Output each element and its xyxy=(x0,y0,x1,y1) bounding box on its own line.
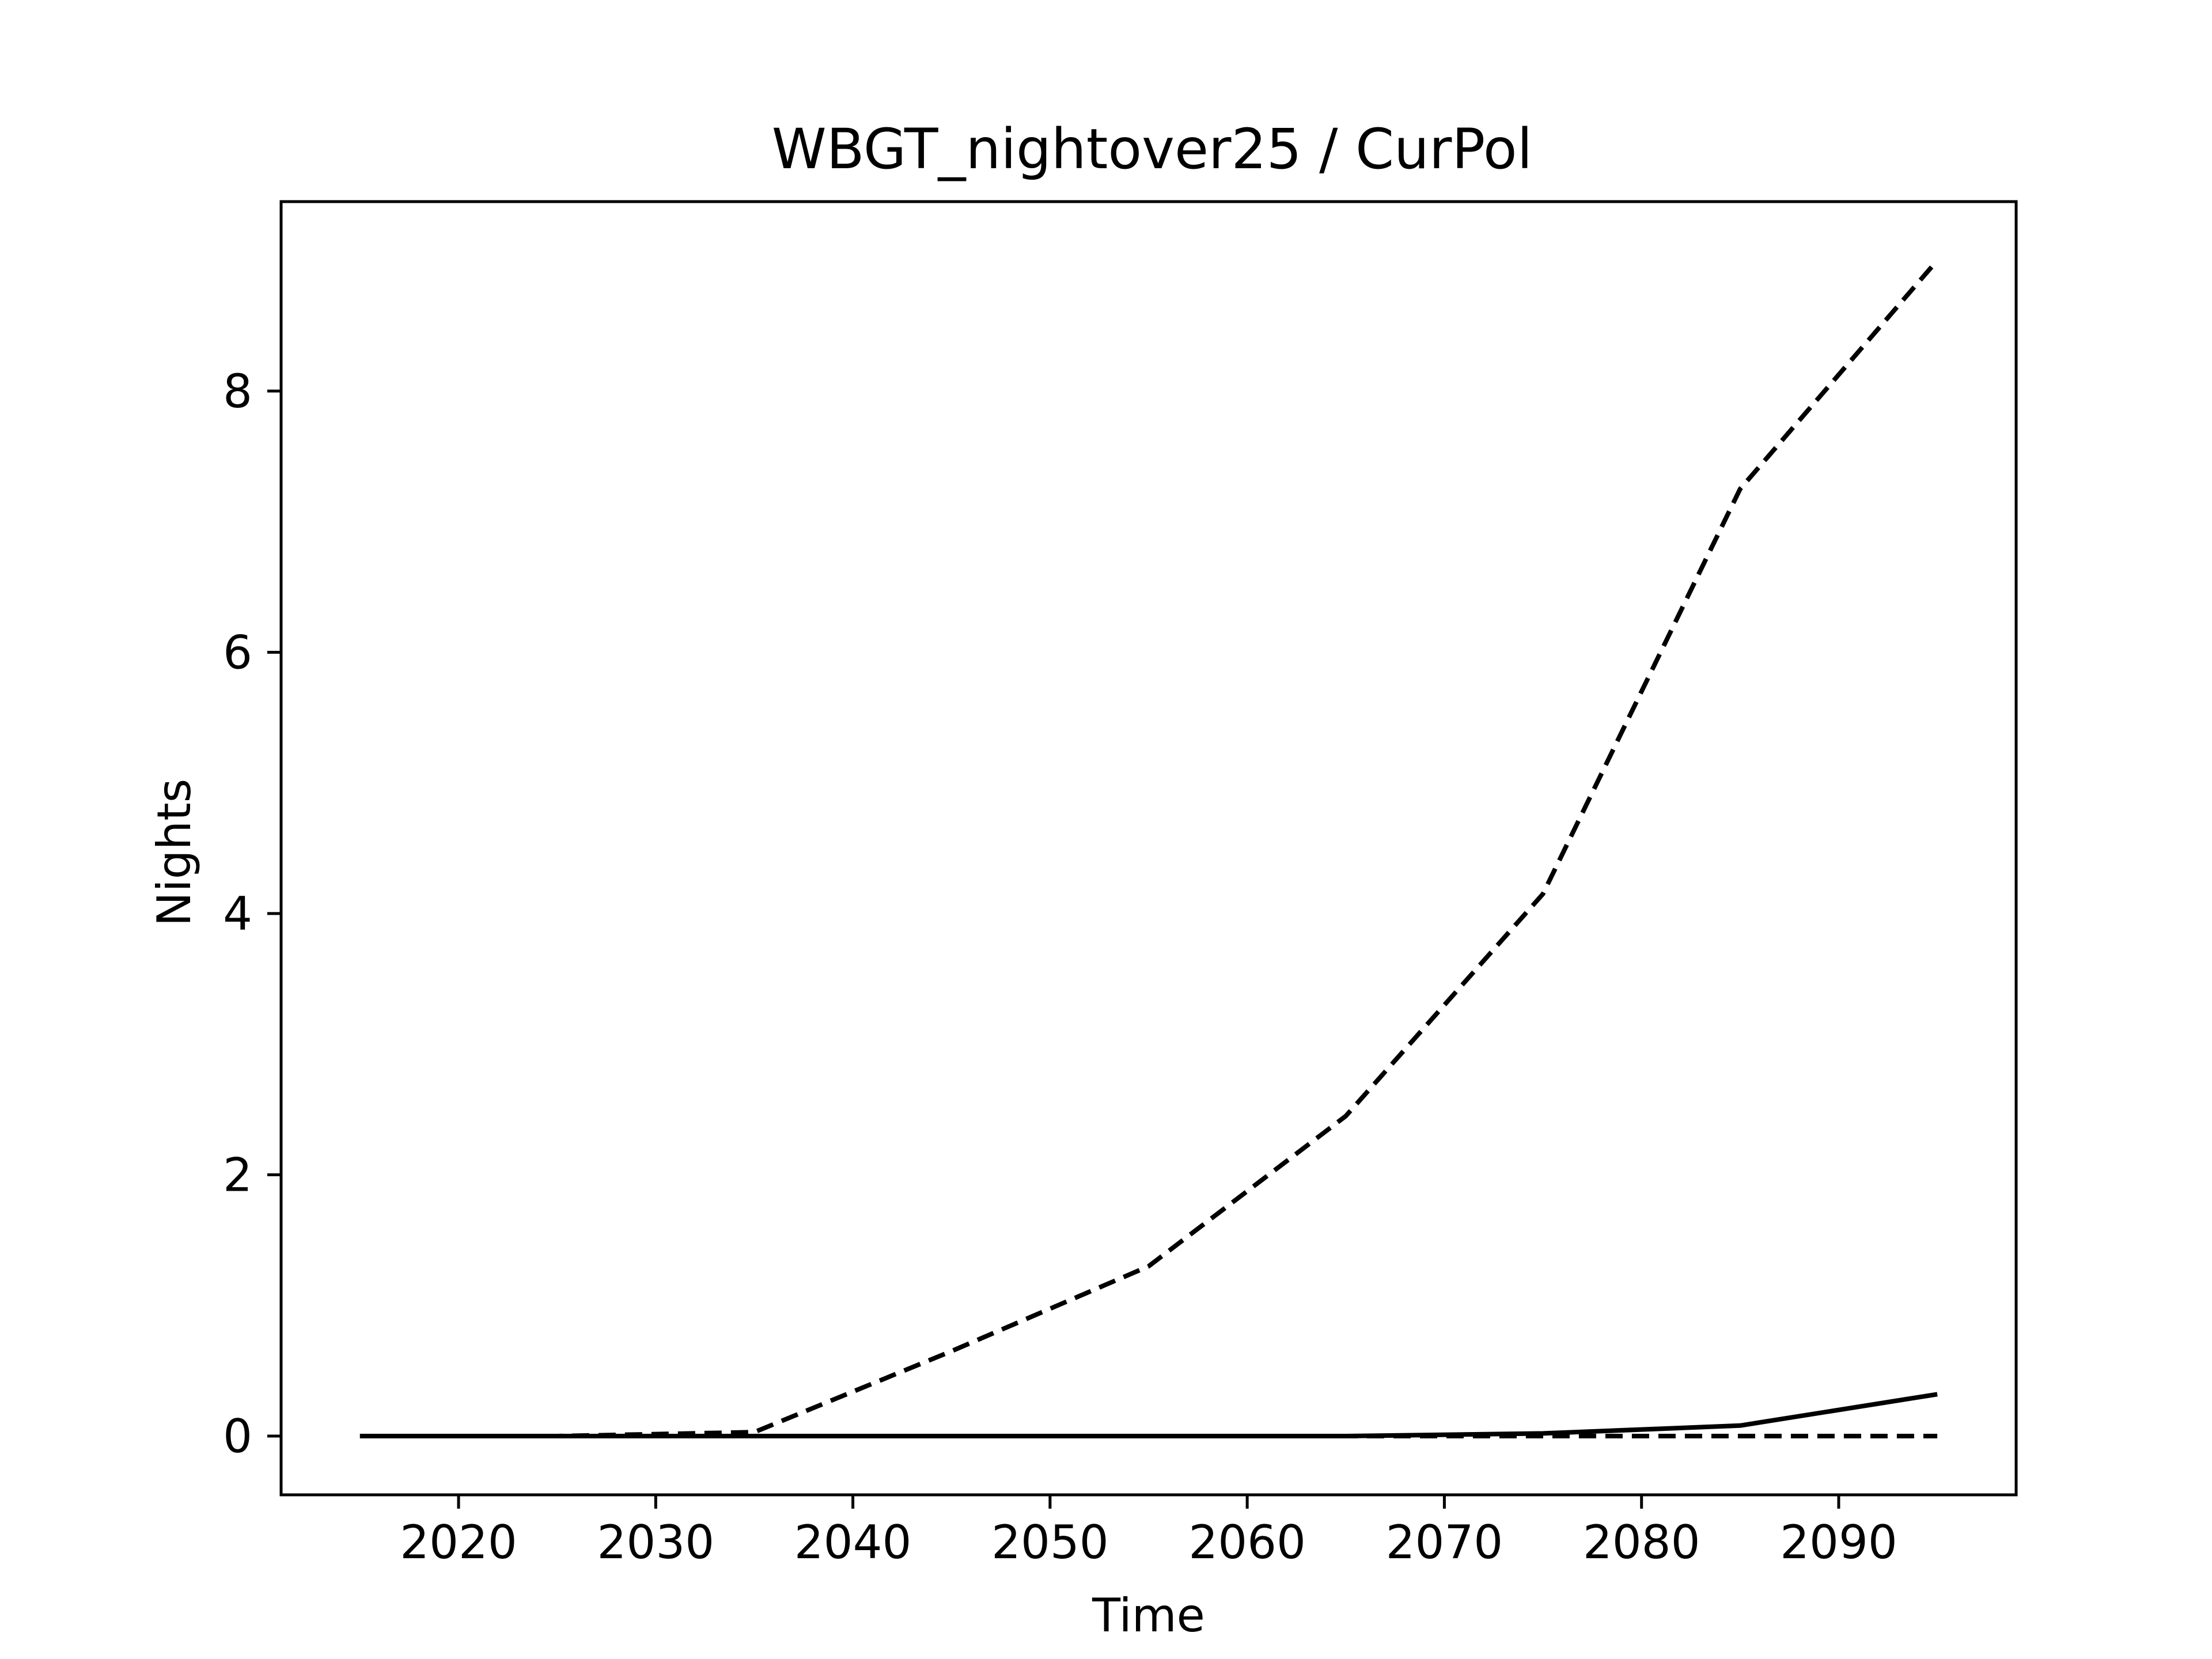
x-tick-label: 2090 xyxy=(1780,1516,1897,1569)
y-tick-label: 4 xyxy=(223,887,252,941)
x-tick-label: 2030 xyxy=(597,1516,715,1569)
y-tick-label: 8 xyxy=(223,365,252,418)
x-axis-label: Time xyxy=(1092,1589,1205,1642)
x-tick-label: 2060 xyxy=(1188,1516,1306,1569)
x-tick-label: 2080 xyxy=(1583,1516,1700,1569)
x-tick-label: 2050 xyxy=(991,1516,1109,1569)
y-axis-label: Nights xyxy=(147,779,201,927)
x-tick-label: 2040 xyxy=(794,1516,912,1569)
x-axis: 2020 2030 2040 2050 2060 2070 2080 2090 xyxy=(400,1495,1897,1569)
series-line-2-solid xyxy=(359,1392,1938,1438)
y-tick-label: 2 xyxy=(223,1148,252,1202)
y-axis: 0 2 4 6 8 xyxy=(223,365,281,1463)
chart-title: WBGT_nightover25 / CurPol xyxy=(772,117,1532,181)
series-layer xyxy=(359,259,1940,1438)
y-tick-label: 6 xyxy=(223,626,252,679)
x-tick-label: 2020 xyxy=(400,1516,517,1569)
axes-frame xyxy=(279,200,2018,1497)
y-tick-label: 0 xyxy=(223,1410,252,1463)
x-tick-label: 2070 xyxy=(1386,1516,1503,1569)
series-line-1-dashed xyxy=(359,259,1940,1438)
